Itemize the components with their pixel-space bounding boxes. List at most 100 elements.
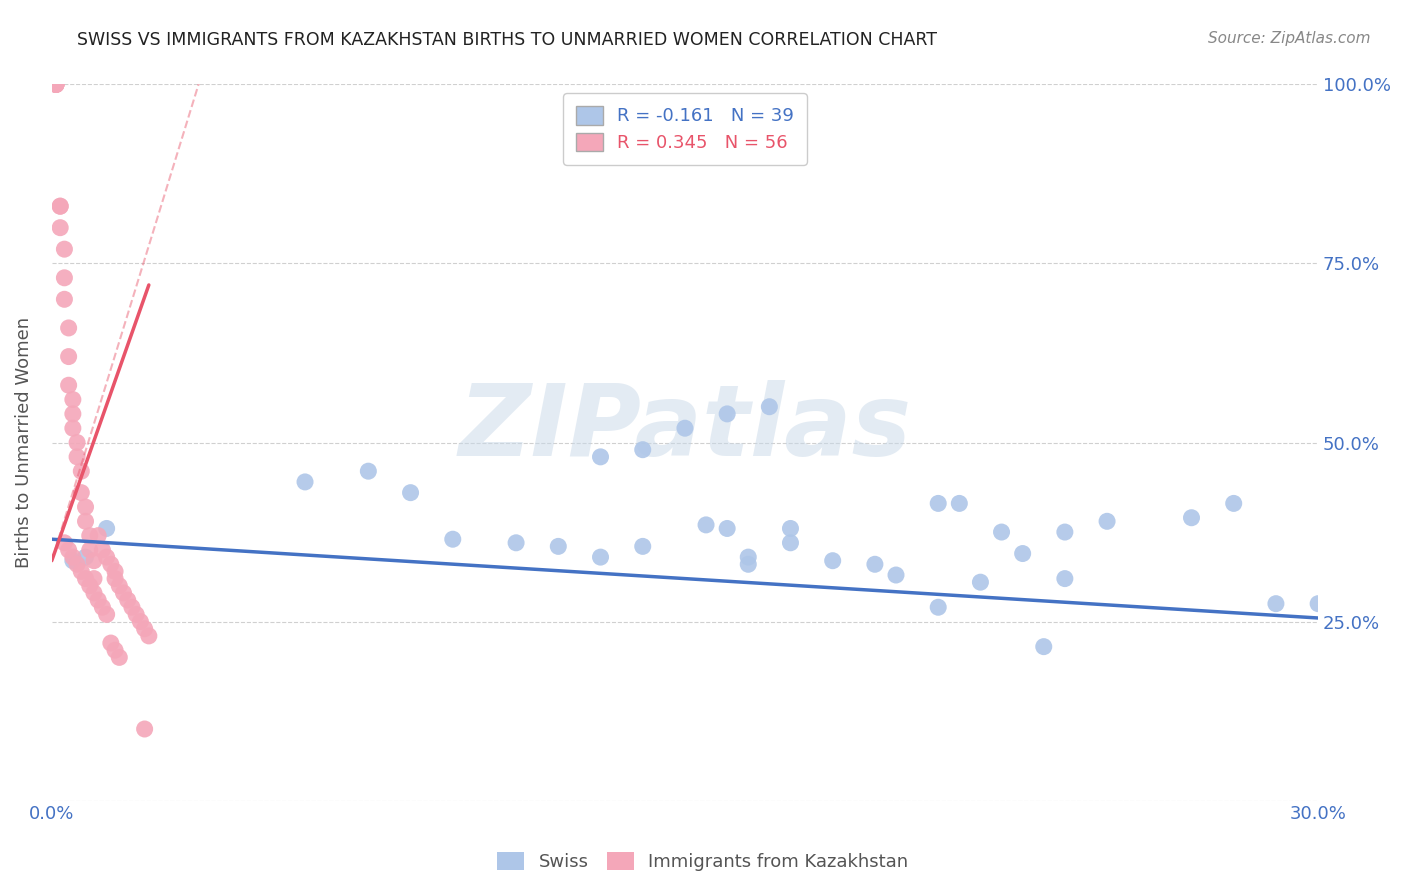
Point bbox=[75, 514, 97, 528]
Point bbox=[547, 540, 569, 554]
Point bbox=[121, 600, 143, 615]
Point bbox=[1180, 510, 1202, 524]
Point bbox=[53, 270, 76, 285]
Point bbox=[79, 579, 101, 593]
Point bbox=[62, 407, 84, 421]
Point bbox=[134, 722, 156, 736]
Point bbox=[104, 643, 127, 657]
Point bbox=[631, 442, 654, 457]
Point bbox=[62, 554, 84, 568]
Point bbox=[87, 528, 110, 542]
Point bbox=[100, 636, 122, 650]
Legend: R = -0.161   N = 39, R = 0.345   N = 56: R = -0.161 N = 39, R = 0.345 N = 56 bbox=[564, 94, 807, 165]
Point bbox=[58, 378, 80, 392]
Point bbox=[737, 558, 759, 572]
Point bbox=[737, 550, 759, 565]
Point bbox=[75, 500, 97, 514]
Point bbox=[104, 572, 127, 586]
Point bbox=[49, 199, 72, 213]
Point bbox=[716, 521, 738, 535]
Point bbox=[1222, 496, 1244, 510]
Point bbox=[91, 543, 114, 558]
Point bbox=[821, 554, 844, 568]
Point bbox=[1308, 597, 1330, 611]
Point bbox=[138, 629, 160, 643]
Point bbox=[117, 593, 139, 607]
Point bbox=[134, 622, 156, 636]
Point bbox=[75, 572, 97, 586]
Point bbox=[505, 536, 527, 550]
Text: SWISS VS IMMIGRANTS FROM KAZAKHSTAN BIRTHS TO UNMARRIED WOMEN CORRELATION CHART: SWISS VS IMMIGRANTS FROM KAZAKHSTAN BIRT… bbox=[77, 31, 938, 49]
Point bbox=[96, 607, 118, 622]
Point bbox=[1053, 572, 1076, 586]
Point bbox=[96, 550, 118, 565]
Point bbox=[969, 575, 991, 590]
Point bbox=[83, 572, 105, 586]
Point bbox=[45, 78, 67, 92]
Point bbox=[70, 565, 93, 579]
Y-axis label: Births to Unmarried Women: Births to Unmarried Women bbox=[15, 317, 32, 568]
Point bbox=[91, 600, 114, 615]
Point bbox=[129, 615, 152, 629]
Point bbox=[83, 586, 105, 600]
Point bbox=[108, 579, 131, 593]
Point bbox=[1032, 640, 1054, 654]
Point bbox=[589, 450, 612, 464]
Legend: Swiss, Immigrants from Kazakhstan: Swiss, Immigrants from Kazakhstan bbox=[491, 845, 915, 879]
Point bbox=[58, 350, 80, 364]
Point bbox=[53, 242, 76, 256]
Point bbox=[45, 78, 67, 92]
Point bbox=[58, 543, 80, 558]
Point bbox=[716, 407, 738, 421]
Point bbox=[108, 650, 131, 665]
Point bbox=[884, 568, 907, 582]
Point bbox=[104, 565, 127, 579]
Point bbox=[294, 475, 316, 489]
Point bbox=[112, 586, 135, 600]
Point bbox=[87, 593, 110, 607]
Point bbox=[45, 78, 67, 92]
Point bbox=[1011, 547, 1033, 561]
Point bbox=[79, 543, 101, 558]
Point bbox=[589, 550, 612, 565]
Text: Source: ZipAtlas.com: Source: ZipAtlas.com bbox=[1208, 31, 1371, 46]
Point bbox=[758, 400, 780, 414]
Point bbox=[70, 464, 93, 478]
Point bbox=[70, 485, 93, 500]
Point bbox=[49, 220, 72, 235]
Point bbox=[75, 550, 97, 565]
Point bbox=[631, 540, 654, 554]
Point bbox=[927, 496, 949, 510]
Point bbox=[53, 293, 76, 307]
Point bbox=[948, 496, 970, 510]
Point bbox=[863, 558, 886, 572]
Point bbox=[66, 558, 89, 572]
Point bbox=[45, 78, 67, 92]
Point bbox=[45, 78, 67, 92]
Point bbox=[66, 450, 89, 464]
Point bbox=[695, 517, 717, 532]
Point bbox=[673, 421, 696, 435]
Point bbox=[779, 521, 801, 535]
Point bbox=[83, 554, 105, 568]
Point bbox=[100, 558, 122, 572]
Point bbox=[779, 536, 801, 550]
Point bbox=[1053, 524, 1076, 539]
Point bbox=[441, 532, 464, 546]
Point bbox=[62, 392, 84, 407]
Point bbox=[357, 464, 380, 478]
Point bbox=[399, 485, 422, 500]
Point bbox=[66, 435, 89, 450]
Point bbox=[927, 600, 949, 615]
Point bbox=[125, 607, 148, 622]
Point bbox=[49, 199, 72, 213]
Point bbox=[1095, 514, 1118, 528]
Point bbox=[96, 521, 118, 535]
Point bbox=[990, 524, 1012, 539]
Point bbox=[53, 536, 76, 550]
Point bbox=[62, 421, 84, 435]
Point bbox=[62, 550, 84, 565]
Point bbox=[58, 321, 80, 335]
Point bbox=[79, 528, 101, 542]
Text: ZIPatlas: ZIPatlas bbox=[458, 380, 911, 476]
